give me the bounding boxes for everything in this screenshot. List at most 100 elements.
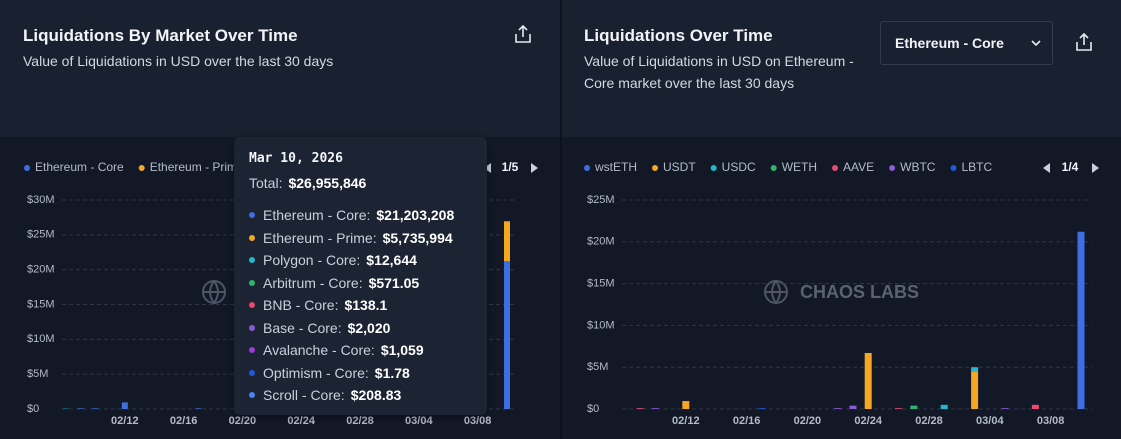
bar-segment [910, 405, 918, 409]
legend-page: 1/4 [1062, 160, 1079, 174]
bar-segment [504, 261, 510, 409]
tooltip-series-name: Avalanche - Core [263, 342, 375, 358]
y-tick-label: $25M [587, 194, 615, 206]
bar-segment [758, 408, 766, 409]
legend-marker [138, 165, 145, 171]
legend-label: wstETH [594, 160, 637, 174]
chart-subtitle: Value of Liquidations in USD over the la… [23, 53, 334, 69]
tooltip-marker [249, 279, 255, 286]
tooltip-value: $208.83 [350, 387, 402, 404]
legend-next[interactable] [1092, 163, 1099, 173]
tooltip-marker [249, 347, 255, 354]
tooltip-value: $5,735,994 [382, 229, 453, 246]
tooltip-series-name: Optimism - Core [263, 365, 369, 381]
legend-marker [950, 165, 957, 171]
legend-label: Ethereum - Core [35, 160, 124, 174]
y-tick-label: $15M [587, 278, 615, 290]
x-tick-label: 02/24 [854, 415, 882, 427]
x-tick-label: 03/04 [405, 415, 433, 427]
total-label: Total: [249, 175, 283, 191]
tooltip-series-name: Base - Core [263, 320, 342, 336]
bar-segment [636, 408, 644, 409]
legend-page: 1/5 [502, 160, 519, 174]
tooltip-value: $138.1 [344, 297, 388, 314]
tooltip-marker [249, 369, 255, 376]
tooltip-marker [249, 234, 255, 241]
tooltip-row: Arbitrum - Core $571.05 [249, 272, 472, 295]
legend-marker [770, 165, 777, 171]
bar-segment [1001, 408, 1009, 409]
bar-segment [77, 408, 84, 409]
legend-marker [584, 165, 590, 171]
legend-marker [889, 165, 896, 171]
watermark: CHAOS LABS [800, 282, 919, 302]
bar-segment [971, 371, 979, 409]
y-tick-label: $25M [27, 229, 55, 241]
bar-segment [864, 352, 872, 409]
chart-subtitle: Value of Liquidations in USD on Ethereum… [584, 53, 854, 91]
legend-prev[interactable] [484, 163, 491, 173]
bar-segment [1077, 231, 1085, 409]
share-icon[interactable] [515, 24, 531, 43]
x-tick-label: 02/20 [794, 415, 822, 427]
watermark-logo [764, 280, 788, 305]
bar-segment [834, 408, 842, 409]
legend-prev[interactable] [1043, 163, 1050, 173]
y-tick-label: $10M [27, 333, 55, 345]
tooltip-row: Scroll - Core $208.83 [249, 384, 472, 407]
legend-next[interactable] [531, 163, 538, 173]
tooltip-row: BNB - Core $138.1 [249, 294, 472, 317]
legend-label: WBTC [900, 160, 936, 174]
header-panel [562, 0, 1121, 137]
tooltip-row: Avalanche - Core $1,059 [249, 339, 472, 362]
tooltip-rows: Ethereum - Core $21,203,208 Ethereum - Pri… [249, 204, 472, 407]
x-tick-label: 02/12 [672, 415, 700, 427]
tooltip-marker [249, 324, 255, 331]
legend-label: USDC [722, 160, 756, 174]
legend-label: LBTC [961, 160, 992, 174]
chart-title: Liquidations Over Time [584, 26, 773, 45]
legend: wstETH USDT USDC WETH AAVE WBTC LBTC [584, 160, 992, 174]
bar-segment [940, 404, 948, 409]
market-dropdown[interactable]: Ethereum - Core [880, 21, 1053, 65]
tooltip: Mar 10, 2026 Total: $26,955,846 Ethereum… [234, 137, 487, 415]
x-tick-label: 03/08 [1037, 415, 1065, 427]
divider [560, 0, 562, 439]
x-tick-label: 02/24 [287, 415, 315, 427]
share-icon[interactable] [1076, 32, 1092, 51]
y-tick-label: $0 [587, 403, 599, 415]
watermark-logo [202, 280, 226, 305]
tooltip-series-name: Arbitrum - Core [263, 275, 363, 291]
bar-segment [971, 367, 979, 372]
y-tick-label: $30M [27, 194, 55, 206]
bar-segment [195, 408, 202, 409]
legend-marker [652, 165, 658, 171]
tooltip-value: $571.05 [368, 274, 420, 291]
tooltip-series-name: Scroll - Core [263, 387, 345, 403]
tooltip-value: $12,644 [366, 252, 417, 269]
x-tick-label: 02/16 [170, 415, 198, 427]
total-value: $26,955,846 [288, 175, 367, 191]
legend-marker [710, 165, 717, 171]
legend-marker [832, 165, 839, 171]
y-tick-label: $15M [27, 298, 55, 310]
tooltip-total: Total: $26,955,846 [249, 175, 472, 204]
y-tick-label: $10M [587, 319, 615, 331]
tooltip-series-name: BNB - Core [263, 297, 338, 313]
x-tick-label: 02/20 [229, 415, 257, 427]
tooltip-series-name: Polygon - Core [263, 252, 360, 268]
bar-segment [1031, 404, 1039, 409]
tooltip-marker [249, 392, 255, 399]
bar-segment [849, 405, 857, 409]
tooltip-value: $21,203,208 [376, 207, 455, 224]
tooltip-marker [249, 257, 255, 264]
y-tick-label: $5M [587, 361, 608, 373]
tooltip-marker [249, 302, 255, 309]
y-tick-label: $20M [587, 236, 615, 248]
legend-marker [882, 165, 888, 171]
tooltip-row: Ethereum - Core $21,203,208 [249, 204, 472, 227]
x-tick-label: 03/08 [464, 415, 492, 427]
